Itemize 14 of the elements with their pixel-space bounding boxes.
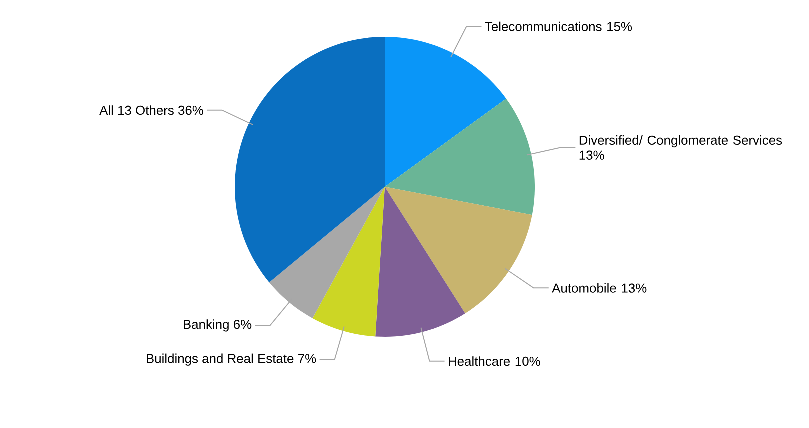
slice-label: Telecommunications [485, 22, 602, 32]
slice-label: All 13 Others [100, 106, 174, 116]
data-label: 10% [516, 356, 540, 366]
data-label: 36% [178, 106, 204, 116]
slice-label: Buildings and Real Estate [147, 354, 294, 366]
data-label: 15% [608, 22, 632, 32]
data-label: 13% [622, 284, 647, 293]
slice-label: Diversified/ Conglomerate Services [580, 135, 782, 148]
data-label: 7% [298, 354, 316, 364]
slice-label: Healthcare [449, 356, 510, 366]
slice-label: Automobile [552, 283, 616, 293]
data-label: 13% [580, 150, 604, 160]
slice-label: Banking [184, 320, 229, 332]
data-label: 6% [234, 320, 252, 330]
